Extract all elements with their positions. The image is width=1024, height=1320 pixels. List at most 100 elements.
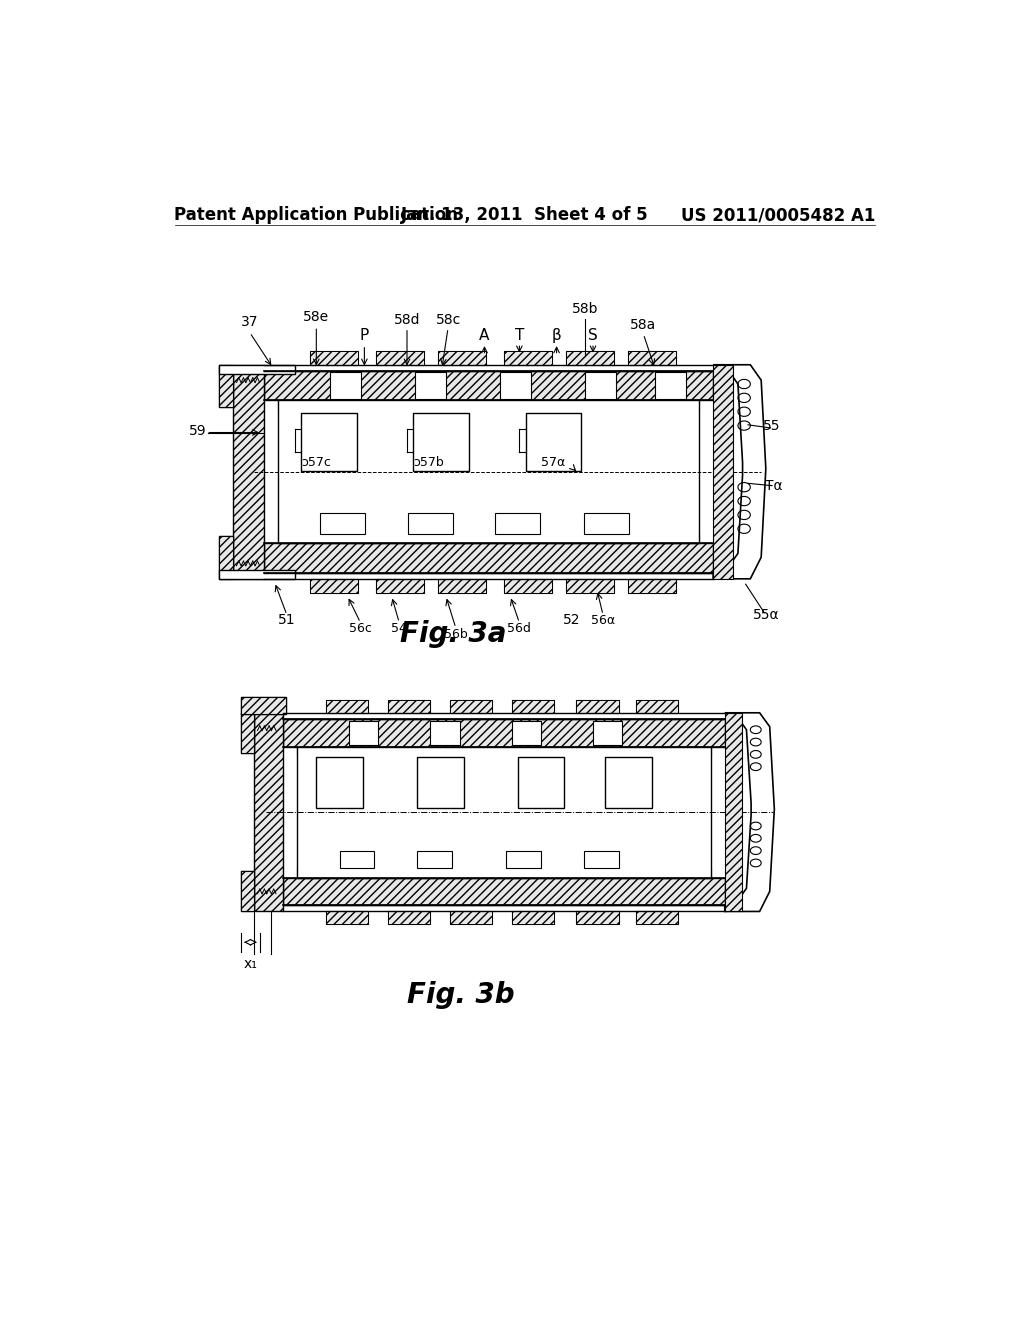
Text: 58c: 58c (435, 313, 461, 327)
Text: 56d: 56d (508, 622, 531, 635)
Bar (566, 351, 614, 364)
Text: Patent Application Publication: Patent Application Publication (174, 206, 459, 224)
Bar (417, 851, 452, 869)
Text: 59: 59 (189, 424, 207, 438)
Bar (438, 351, 486, 364)
Bar (512, 911, 554, 924)
Bar (566, 578, 614, 593)
Bar (241, 697, 286, 714)
Bar (414, 413, 469, 471)
Bar (504, 351, 552, 364)
Bar (376, 351, 424, 364)
Bar (388, 701, 430, 713)
Bar (241, 713, 254, 752)
Text: 51: 51 (279, 614, 296, 627)
Bar (575, 701, 618, 713)
Bar (512, 911, 554, 924)
Bar (219, 364, 232, 407)
Bar (219, 536, 232, 578)
Text: 56c: 56c (349, 622, 372, 635)
Bar (575, 701, 618, 713)
Bar (408, 512, 453, 535)
Text: β: β (552, 327, 561, 343)
Bar (330, 372, 360, 399)
Bar (575, 911, 618, 924)
Bar (241, 871, 254, 911)
Bar (518, 758, 564, 808)
Bar (326, 911, 369, 924)
Bar (430, 721, 460, 744)
Bar (566, 351, 614, 364)
Bar (584, 512, 629, 535)
Bar (388, 911, 430, 924)
Text: 37: 37 (241, 315, 258, 330)
Polygon shape (713, 364, 766, 578)
Bar (586, 372, 616, 399)
Bar (297, 869, 711, 878)
Bar (326, 911, 369, 924)
Text: 55α: 55α (753, 609, 779, 622)
Bar (450, 911, 493, 924)
Bar (232, 364, 263, 578)
Text: A: A (479, 327, 489, 343)
Text: Fig. 3b: Fig. 3b (408, 981, 515, 1010)
Bar (500, 372, 531, 399)
Polygon shape (725, 713, 774, 911)
Bar (326, 701, 369, 713)
Bar (512, 701, 554, 713)
Bar (438, 351, 486, 364)
Bar (593, 721, 623, 744)
Bar (388, 701, 430, 713)
Bar (628, 578, 676, 593)
Bar (297, 747, 711, 878)
Bar (450, 911, 493, 924)
Bar (278, 535, 699, 544)
Bar (506, 851, 541, 869)
Text: S: S (588, 327, 598, 343)
Bar (263, 544, 713, 573)
Bar (415, 372, 445, 399)
Text: 58e: 58e (303, 310, 330, 323)
Bar (219, 364, 295, 374)
Bar (310, 351, 358, 364)
Bar (241, 871, 254, 911)
Text: 54: 54 (391, 622, 408, 635)
Bar (495, 512, 540, 535)
Text: Tα: Tα (765, 479, 782, 492)
Bar (283, 878, 725, 906)
Bar (283, 719, 725, 747)
Text: ↄ57c: ↄ57c (301, 455, 331, 469)
Bar (301, 413, 356, 471)
Text: 58a: 58a (630, 318, 656, 331)
Bar (450, 701, 493, 713)
Bar (713, 364, 732, 578)
Text: Fig. 3a: Fig. 3a (400, 620, 507, 648)
Bar (628, 578, 676, 593)
Bar (655, 372, 686, 399)
Bar (575, 911, 618, 924)
Bar (438, 578, 486, 593)
Bar (504, 578, 552, 593)
Bar (628, 351, 676, 364)
Bar (525, 413, 582, 471)
Bar (376, 351, 424, 364)
Bar (326, 701, 369, 713)
Text: 56b: 56b (444, 628, 468, 640)
Bar (504, 578, 552, 593)
Text: ↄ57b: ↄ57b (414, 455, 444, 469)
Text: 56α: 56α (591, 614, 615, 627)
Text: US 2011/0005482 A1: US 2011/0005482 A1 (681, 206, 876, 224)
Text: 58d: 58d (394, 313, 420, 327)
Text: 52: 52 (563, 614, 581, 627)
Text: 57α: 57α (542, 455, 565, 469)
Bar (636, 911, 678, 924)
Bar (219, 536, 232, 578)
Bar (254, 713, 283, 911)
Bar (316, 758, 362, 808)
Text: T: T (515, 327, 524, 343)
Bar (349, 721, 378, 744)
Bar (297, 747, 711, 756)
Bar (417, 758, 464, 808)
Bar (628, 351, 676, 364)
Bar (376, 578, 424, 593)
